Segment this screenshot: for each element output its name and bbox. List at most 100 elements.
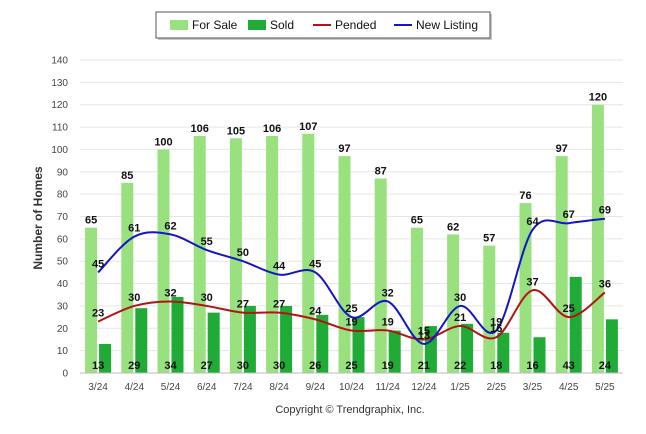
bar-for-sale — [302, 133, 315, 373]
x-tick-label: 5/25 — [595, 382, 615, 393]
line-new-listing — [97, 217, 606, 345]
bar-for-sale — [555, 156, 568, 373]
x-tick-label: 2/25 — [487, 382, 507, 393]
bar-for-sale — [229, 138, 242, 373]
bar-for-sale — [338, 156, 351, 373]
bar-for-sale — [591, 104, 604, 373]
label-sold: 25 — [345, 360, 357, 372]
label-sold: 13 — [92, 360, 104, 372]
y-tick-label: 140 — [51, 56, 68, 67]
bar-for-sale — [157, 149, 170, 373]
bar-for-sale — [410, 227, 423, 373]
label-for-sale: 105 — [227, 125, 245, 137]
label-for-sale: 62 — [447, 221, 459, 233]
y-axis-title: Number of Homes — [31, 166, 45, 270]
label-pended: 30 — [201, 292, 213, 304]
label-pended: 36 — [599, 279, 611, 291]
line-pended — [97, 289, 606, 341]
y-tick-label: 0 — [62, 369, 68, 380]
data-labels: 65 13 23 45 85 29 30 61 100 34 32 62 106 27 30 55 105 30 2… — [85, 92, 612, 372]
label-for-sale: 106 — [263, 123, 281, 135]
y-tick-label: 100 — [51, 145, 68, 156]
label-for-sale: 57 — [483, 233, 495, 245]
label-sold: 22 — [454, 360, 466, 372]
label-sold: 29 — [128, 360, 140, 372]
bar-sold — [569, 276, 582, 373]
label-new-listing: 19 — [490, 317, 502, 329]
label-for-sale: 100 — [154, 136, 172, 148]
label-new-listing: 30 — [454, 292, 466, 304]
label-new-listing: 45 — [92, 258, 104, 270]
x-tick-label: 11/24 — [376, 382, 401, 393]
bar-for-sale — [374, 178, 387, 373]
bar-sold — [243, 305, 256, 373]
x-tick-label: 12/24 — [411, 382, 436, 393]
bar-sold — [135, 308, 148, 373]
y-tick-label: 80 — [57, 190, 69, 201]
label-sold: 16 — [526, 360, 538, 372]
bar-for-sale — [519, 203, 532, 373]
legend-swatch-for-sale — [170, 20, 188, 30]
bar-for-sale — [483, 245, 496, 373]
label-pended: 15 — [418, 325, 430, 337]
x-tick-label: 8/24 — [269, 382, 289, 393]
label-pended: 23 — [92, 308, 104, 320]
label-pended: 37 — [526, 276, 538, 288]
label-sold: 43 — [563, 360, 575, 372]
bar-sold — [99, 343, 112, 373]
label-pended: 25 — [563, 303, 575, 315]
label-new-listing: 50 — [237, 247, 249, 259]
bar-sold — [171, 296, 184, 373]
label-new-listing: 67 — [563, 209, 575, 221]
x-tick-label: 4/25 — [559, 382, 579, 393]
label-sold: 34 — [164, 360, 177, 372]
x-tick-label: 6/24 — [197, 382, 217, 393]
x-tick-label: 4/24 — [125, 382, 145, 393]
label-sold: 26 — [309, 360, 321, 372]
axes: 0 10 20 30 40 50 60 70 80 90 100 110 120 130 140 3/24 4/… — [51, 56, 623, 393]
x-tick-label: 1/25 — [450, 382, 470, 393]
legend: For Sale Sold Pended New Listing — [155, 11, 492, 40]
legend-label-new-listing: New Listing — [416, 18, 478, 32]
label-pended: 19 — [382, 317, 394, 329]
label-new-listing: 61 — [128, 223, 140, 235]
legend-label-sold: Sold — [270, 18, 294, 32]
label-new-listing: 13 — [418, 330, 430, 342]
label-sold: 24 — [599, 360, 612, 372]
label-sold: 30 — [237, 360, 249, 372]
x-tick-label: 5/24 — [161, 382, 181, 393]
label-for-sale: 87 — [375, 165, 387, 177]
label-new-listing: 64 — [526, 216, 539, 228]
label-for-sale: 97 — [338, 143, 350, 155]
label-sold: 27 — [201, 360, 213, 372]
label-new-listing: 55 — [201, 236, 213, 248]
x-tick-label: 10/24 — [339, 382, 364, 393]
label-pended: 30 — [128, 292, 140, 304]
y-tick-label: 30 — [57, 301, 69, 312]
label-pended: 19 — [345, 317, 357, 329]
label-new-listing: 25 — [345, 303, 357, 315]
label-sold: 21 — [418, 360, 430, 372]
label-new-listing: 69 — [599, 205, 611, 217]
bar-sold — [605, 319, 618, 373]
y-tick-label: 40 — [57, 279, 69, 290]
label-sold: 30 — [273, 360, 285, 372]
bar-for-sale — [447, 234, 460, 373]
label-for-sale: 120 — [589, 92, 607, 104]
label-new-listing: 32 — [382, 287, 394, 299]
series-lines — [97, 217, 606, 345]
label-new-listing: 62 — [164, 220, 176, 232]
y-tick-label: 10 — [57, 346, 69, 357]
y-tick-label: 90 — [57, 167, 69, 178]
bar-sold — [533, 337, 546, 373]
bar-sold — [497, 332, 510, 373]
y-tick-label: 20 — [57, 324, 69, 335]
bar-sold — [388, 330, 401, 373]
x-tick-label: 7/24 — [233, 382, 253, 393]
label-new-listing: 45 — [309, 258, 321, 270]
y-tick-label: 50 — [57, 257, 69, 268]
label-pended: 24 — [309, 305, 322, 317]
legend-swatch-sold — [248, 20, 266, 30]
x-tick-label: 3/24 — [88, 382, 108, 393]
label-for-sale: 97 — [556, 143, 568, 155]
